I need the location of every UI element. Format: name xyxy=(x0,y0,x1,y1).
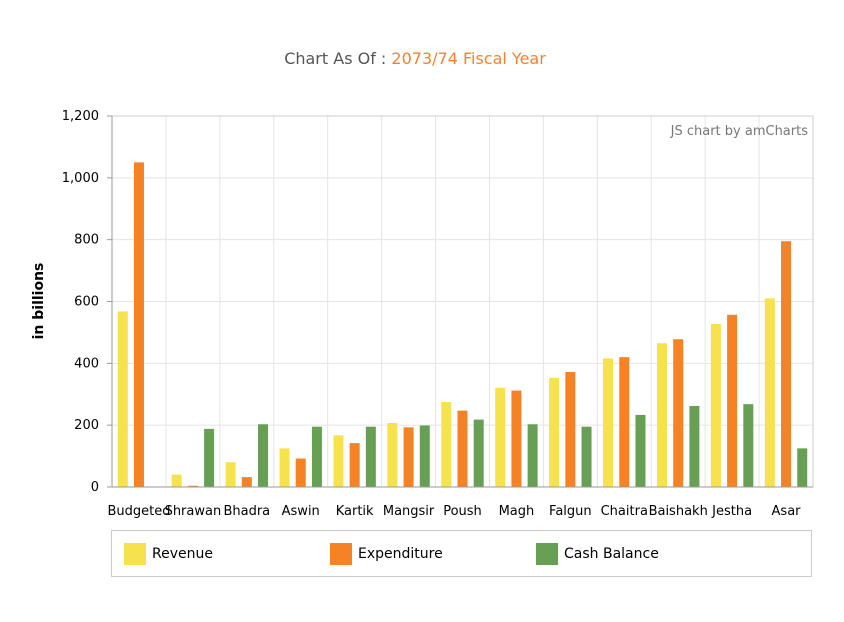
bar-expenditure[interactable] xyxy=(241,477,252,487)
legend-item-expenditure[interactable]: Expenditure xyxy=(330,543,443,565)
y-tick-label: 1,200 xyxy=(62,109,99,124)
bar-expenditure[interactable] xyxy=(187,485,198,487)
bar-cash-balance[interactable] xyxy=(581,426,592,487)
bar-cash-balance[interactable] xyxy=(527,424,538,487)
legend-item-revenue[interactable]: Revenue xyxy=(124,543,213,565)
bar-cash-balance[interactable] xyxy=(797,448,808,487)
legend: Revenue Expenditure Cash Balance xyxy=(111,530,812,577)
legend-item-cash-balance[interactable]: Cash Balance xyxy=(536,543,659,565)
x-tick-label: Chaitra xyxy=(601,504,648,519)
bars-layer xyxy=(117,162,808,487)
x-tick-label: Magh xyxy=(499,504,535,519)
bar-expenditure[interactable] xyxy=(565,371,576,487)
y-tick-label: 200 xyxy=(74,418,99,433)
chart-title-accent: 2073/74 Fiscal Year xyxy=(391,49,546,68)
x-tick-label: Falgun xyxy=(549,504,592,519)
legend-label: Revenue xyxy=(152,546,213,562)
x-tick-label: Mangsir xyxy=(383,504,435,519)
bar-revenue[interactable] xyxy=(603,358,614,487)
x-tick-label: Bhadra xyxy=(223,504,270,519)
bar-revenue[interactable] xyxy=(710,324,721,487)
bar-revenue[interactable] xyxy=(387,423,398,487)
bar-revenue[interactable] xyxy=(333,435,344,487)
legend-label: Expenditure xyxy=(358,546,443,562)
y-tick-label: 600 xyxy=(74,295,99,310)
x-tick-label: Jestha xyxy=(711,504,752,519)
amcharts-credit[interactable]: JS chart by amCharts xyxy=(670,124,809,139)
y-tick-label: 400 xyxy=(74,356,99,371)
legend-swatch xyxy=(124,543,146,565)
bar-revenue[interactable] xyxy=(495,387,506,487)
bar-expenditure[interactable] xyxy=(619,357,630,487)
bar-cash-balance[interactable] xyxy=(311,426,322,487)
x-tick-label: Asar xyxy=(772,504,802,519)
x-tick-label: Aswin xyxy=(282,504,320,519)
bar-cash-balance[interactable] xyxy=(258,424,269,487)
bar-expenditure[interactable] xyxy=(349,443,360,487)
legend-swatch xyxy=(536,543,558,565)
y-tick-label: 800 xyxy=(74,233,99,248)
x-tick-label: Shrawan xyxy=(165,504,222,519)
bar-cash-balance[interactable] xyxy=(419,425,430,487)
bar-cash-balance[interactable] xyxy=(743,404,754,487)
bar-expenditure[interactable] xyxy=(511,390,522,487)
legend-swatch xyxy=(330,543,352,565)
bar-revenue[interactable] xyxy=(764,298,775,487)
bar-cash-balance[interactable] xyxy=(635,414,646,487)
bar-cash-balance[interactable] xyxy=(473,419,484,487)
bar-expenditure[interactable] xyxy=(781,241,792,487)
x-tick-label: Baishakh xyxy=(649,504,708,519)
bar-revenue[interactable] xyxy=(656,343,667,487)
bar-cash-balance[interactable] xyxy=(689,405,700,487)
bar-expenditure[interactable] xyxy=(133,162,144,487)
x-tick-label: Budgeted xyxy=(107,504,170,519)
bar-revenue[interactable] xyxy=(225,462,236,487)
bar-revenue[interactable] xyxy=(441,401,452,487)
bar-revenue[interactable] xyxy=(117,311,128,487)
bar-revenue[interactable] xyxy=(549,377,560,487)
bar-expenditure[interactable] xyxy=(727,314,738,487)
y-tick-label: 1,000 xyxy=(62,171,99,186)
bar-revenue[interactable] xyxy=(171,474,182,487)
x-tick-label: Kartik xyxy=(336,504,374,519)
bar-expenditure[interactable] xyxy=(457,410,468,487)
y-axis-label: in billions xyxy=(31,263,47,340)
legend-label: Cash Balance xyxy=(564,546,659,562)
bar-cash-balance[interactable] xyxy=(204,428,215,487)
chart-title: Chart As Of : 2073/74 Fiscal Year xyxy=(0,49,830,68)
bar-revenue[interactable] xyxy=(279,448,290,487)
bar-expenditure[interactable] xyxy=(403,427,414,487)
chart-title-prefix: Chart As Of : xyxy=(284,49,392,68)
x-tick-label: Poush xyxy=(443,504,482,519)
y-tick-label: 0 xyxy=(91,480,99,495)
bar-expenditure[interactable] xyxy=(673,339,684,487)
bar-cash-balance[interactable] xyxy=(365,426,376,487)
bar-expenditure[interactable] xyxy=(295,458,306,487)
